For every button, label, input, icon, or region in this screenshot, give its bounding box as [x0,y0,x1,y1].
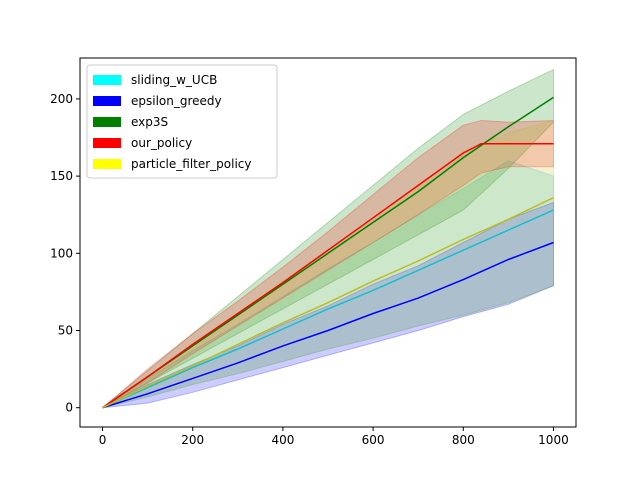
y-tick-label: 0 [65,401,73,415]
x-tick-label: 600 [362,433,385,447]
band-sliding-w-ucb [102,160,554,409]
line-particle-filter-policy [102,197,554,409]
x-axis: 0 200 400 600 800 1000 [99,427,569,447]
x-tick-label: 1000 [538,433,569,447]
legend-label-particle-filter-policy: particle_filter_policy [131,157,252,171]
series-lines [102,96,554,409]
x-tick-label: 400 [271,433,294,447]
y-tick-label: 150 [50,169,73,183]
y-tick-label: 200 [50,92,73,106]
line-exp3s [102,96,554,409]
y-tick-label: 100 [50,246,73,260]
legend-swatch-sliding-w-ucb [93,75,121,85]
legend-swatch-particle-filter-policy [93,159,121,169]
legend-label-epsilon-greedy: epsilon_greedy [131,94,222,108]
axes-frame [79,57,577,428]
line-epsilon-greedy [102,241,554,409]
legend-box [86,64,278,179]
legend-label-our-policy: our_policy [131,136,192,150]
line-sliding-w-ucb [102,209,554,409]
band-exp3s [102,68,554,409]
x-tick-label: 200 [181,433,204,447]
confidence-bands [102,68,554,409]
legend-label-exp3s: exp3S [131,115,168,129]
x-tick-label: 800 [452,433,475,447]
legend-swatch-our-policy [93,138,121,148]
legend-label-sliding-w-ucb: sliding_w_UCB [131,73,217,87]
y-axis: 0 50 100 150 200 [50,92,80,415]
legend: sliding_w_UCB epsilon_greedy exp3S our_poli… [86,64,278,179]
legend-swatch-exp3s [93,117,121,127]
legend-swatch-epsilon-greedy [93,96,121,106]
band-epsilon-greedy [102,201,554,409]
x-tick-label: 0 [99,433,107,447]
y-tick-label: 50 [58,324,73,338]
line-our-policy [102,142,554,409]
